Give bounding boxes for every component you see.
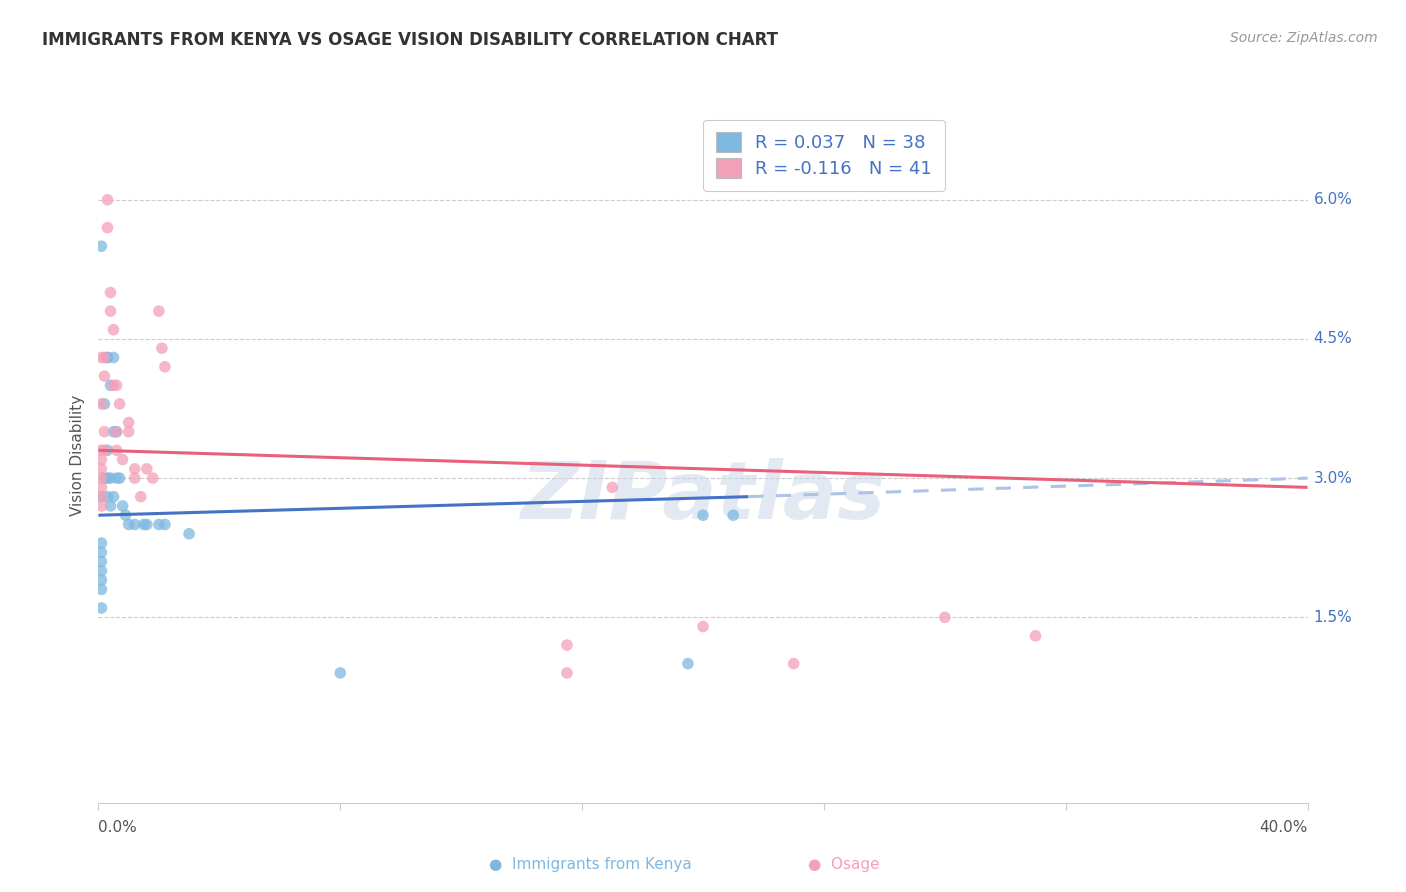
Point (118, 416, 141, 430)
Point (100, 471, 122, 485)
Point (96, 193, 118, 207)
Point (93, 397, 115, 411)
Point (103, 351, 125, 365)
Point (676, 657, 699, 671)
Point (329, 665, 352, 680)
Point (692, 508, 714, 523)
Point (555, 638, 578, 652)
Point (93, 369, 115, 384)
Text: 6.0%: 6.0% (1313, 193, 1353, 207)
Point (103, 323, 125, 337)
Point (96, 220, 118, 235)
Point (90, 573, 112, 587)
Point (135, 462, 157, 476)
Point (96, 443, 118, 458)
Point (153, 359, 176, 374)
Point (100, 304, 122, 318)
Text: 4.5%: 4.5% (1313, 332, 1353, 346)
Point (96, 351, 118, 365)
Point (142, 471, 165, 485)
Point (90, 601, 112, 615)
Text: 0.0%: 0.0% (98, 821, 138, 835)
Point (124, 471, 146, 485)
Point (93, 425, 115, 439)
Point (93, 351, 115, 365)
Point (96, 471, 118, 485)
Point (100, 378, 122, 392)
Point (90, 490, 112, 504)
Point (555, 665, 578, 680)
Point (148, 304, 170, 318)
Point (90, 499, 112, 513)
Point (602, 480, 624, 494)
Point (90, 582, 112, 597)
Text: ZIPatlas: ZIPatlas (520, 458, 886, 536)
Point (90, 480, 112, 494)
Point (153, 517, 176, 532)
Point (90, 471, 112, 485)
Point (934, 610, 956, 624)
Text: 3.0%: 3.0% (1313, 471, 1353, 485)
Point (96, 490, 118, 504)
Point (118, 425, 141, 439)
Legend: R = 0.037   N = 38, R = -0.116   N = 41: R = 0.037 N = 38, R = -0.116 N = 41 (703, 120, 945, 191)
Point (100, 285, 122, 300)
Text: 40.0%: 40.0% (1260, 821, 1308, 835)
Point (135, 517, 157, 532)
Point (90, 555, 112, 569)
Point (90, 536, 112, 550)
Point (148, 517, 170, 532)
Text: ●  Immigrants from Kenya: ● Immigrants from Kenya (489, 857, 692, 872)
Point (782, 657, 804, 671)
Text: ●  Osage: ● Osage (808, 857, 879, 872)
Point (114, 508, 136, 523)
Text: 1.5%: 1.5% (1313, 610, 1353, 624)
Point (90, 452, 112, 467)
Point (90, 564, 112, 578)
Point (90, 443, 112, 458)
Text: IMMIGRANTS FROM KENYA VS OSAGE VISION DISABILITY CORRELATION CHART: IMMIGRANTS FROM KENYA VS OSAGE VISION DI… (42, 31, 778, 49)
Point (118, 517, 141, 532)
Point (105, 378, 128, 392)
Point (108, 471, 131, 485)
Point (721, 508, 744, 523)
Point (124, 462, 146, 476)
Text: Source: ZipAtlas.com: Source: ZipAtlas.com (1230, 31, 1378, 45)
Point (150, 341, 173, 355)
Point (105, 425, 128, 439)
Point (93, 471, 115, 485)
Point (108, 397, 131, 411)
Point (90, 239, 112, 253)
Point (90, 545, 112, 559)
Point (105, 471, 128, 485)
Point (177, 526, 201, 541)
Point (103, 490, 125, 504)
Point (1024, 629, 1046, 643)
Point (93, 443, 115, 458)
Point (103, 378, 125, 392)
Point (124, 517, 146, 532)
Point (100, 499, 122, 513)
Point (105, 425, 128, 439)
Point (129, 490, 152, 504)
Point (692, 619, 714, 633)
Point (132, 517, 155, 532)
Point (105, 443, 128, 458)
Point (111, 499, 134, 513)
Point (111, 452, 134, 467)
Y-axis label: Vision Disability: Vision Disability (69, 394, 84, 516)
Point (90, 397, 112, 411)
Point (90, 462, 112, 476)
Point (103, 425, 125, 439)
Point (96, 351, 118, 365)
Point (90, 490, 112, 504)
Point (90, 351, 112, 365)
